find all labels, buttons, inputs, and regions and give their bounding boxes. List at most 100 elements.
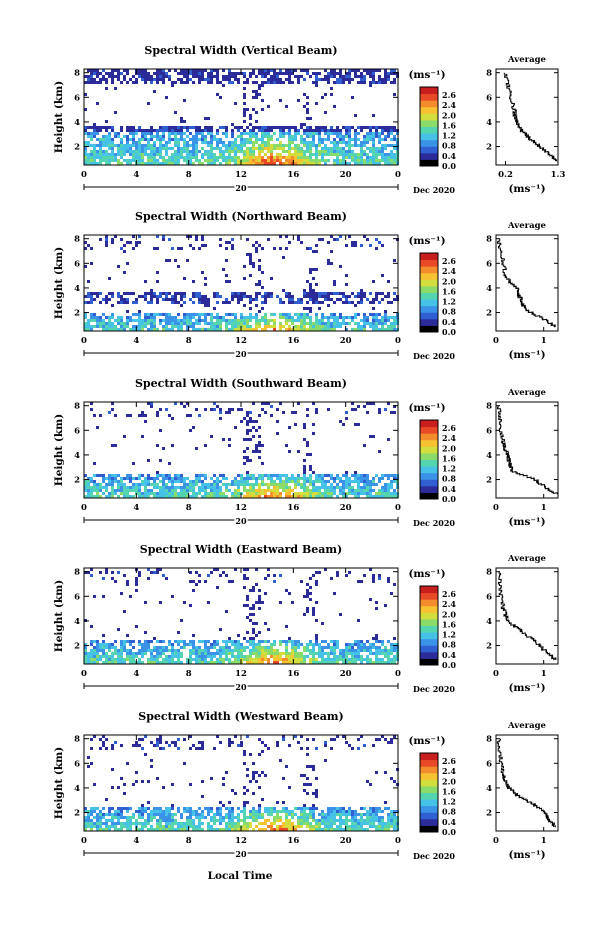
heatmap-cell bbox=[324, 741, 327, 744]
heatmap-cell bbox=[330, 477, 333, 480]
heatmap-cell bbox=[162, 126, 165, 129]
heatmap-cell bbox=[378, 322, 381, 325]
heatmap-cell bbox=[207, 162, 210, 165]
heatmap-cell bbox=[306, 117, 309, 120]
heatmap-cell bbox=[105, 477, 108, 480]
heatmap-cell bbox=[222, 268, 225, 271]
heatmap-cell bbox=[288, 78, 291, 81]
heatmap-cell bbox=[144, 298, 147, 301]
heatmap-cell bbox=[372, 126, 375, 129]
heatmap-cell bbox=[309, 316, 312, 319]
heatmap-cell bbox=[177, 658, 180, 661]
heatmap-cell bbox=[261, 483, 264, 486]
heatmap-cell bbox=[246, 631, 249, 634]
heatmap-cell bbox=[171, 316, 174, 319]
heatmap-cell bbox=[249, 75, 252, 78]
heatmap-cell bbox=[189, 747, 192, 750]
heatmap-cell bbox=[132, 655, 135, 658]
heatmap-cell bbox=[306, 156, 309, 159]
heatmap-cell bbox=[147, 658, 150, 661]
heatmap-cell bbox=[312, 652, 315, 655]
heatmap-cell bbox=[84, 159, 87, 162]
heatmap-cell bbox=[285, 480, 288, 483]
heatmap-cell bbox=[306, 643, 309, 646]
heatmap-cell bbox=[372, 280, 375, 283]
heatmap-cell bbox=[141, 150, 144, 153]
heatmap-cell bbox=[183, 477, 186, 480]
heatmap-cell bbox=[324, 640, 327, 643]
heatmap-cell bbox=[339, 613, 342, 616]
heatmap-cell bbox=[267, 474, 270, 477]
heatmap-cell bbox=[246, 489, 249, 492]
y-tick-label: 4 bbox=[74, 617, 80, 627]
heatmap-cell bbox=[162, 78, 165, 81]
heatmap-cell bbox=[339, 147, 342, 150]
heatmap-cell bbox=[345, 144, 348, 147]
heatmap-cell bbox=[312, 402, 315, 405]
heatmap-cell bbox=[165, 72, 168, 75]
heatmap-cell bbox=[186, 150, 189, 153]
heatmap-cell bbox=[201, 744, 204, 747]
heatmap-cell bbox=[357, 301, 360, 304]
heatmap-cell bbox=[156, 69, 159, 72]
heatmap-cell bbox=[306, 753, 309, 756]
heatmap-cell bbox=[261, 646, 264, 649]
heatmap-cell bbox=[243, 462, 246, 465]
heatmap-cell bbox=[132, 325, 135, 328]
heatmap-cell bbox=[315, 822, 318, 825]
heatmap-cell bbox=[189, 658, 192, 661]
heatmap-cell bbox=[261, 99, 264, 102]
heatmap-cell bbox=[159, 72, 162, 75]
heatmap-cell bbox=[243, 438, 246, 441]
heatmap-cell bbox=[369, 658, 372, 661]
heatmap-cell bbox=[291, 411, 294, 414]
heatmap-cell bbox=[171, 595, 174, 598]
heatmap-cell bbox=[303, 495, 306, 498]
heatmap-cell bbox=[309, 307, 312, 310]
heatmap-cell bbox=[90, 568, 93, 571]
heatmap-cell bbox=[303, 477, 306, 480]
heatmap-cell bbox=[117, 322, 120, 325]
average-y-tick-label: 6 bbox=[486, 259, 492, 269]
heatmap-cell bbox=[123, 301, 126, 304]
heatmap-cell bbox=[246, 825, 249, 828]
heatmap-cell bbox=[117, 159, 120, 162]
heatmap-cell bbox=[333, 813, 336, 816]
heatmap-cell bbox=[312, 819, 315, 822]
heatmap-cell bbox=[330, 75, 333, 78]
heatmap-cell bbox=[345, 574, 348, 577]
heatmap-cell bbox=[327, 486, 330, 489]
heatmap-cell bbox=[339, 292, 342, 295]
heatmap-cell bbox=[222, 156, 225, 159]
heatmap-cell bbox=[231, 81, 234, 84]
heatmap-cell bbox=[216, 72, 219, 75]
heatmap-cell bbox=[255, 583, 258, 586]
heatmap-cell bbox=[276, 153, 279, 156]
heatmap-cell bbox=[375, 637, 378, 640]
heatmap-cell bbox=[321, 328, 324, 331]
heatmap-cell bbox=[375, 153, 378, 156]
heatmap-cell bbox=[129, 495, 132, 498]
heatmap-cell bbox=[276, 138, 279, 141]
y-tick-label: 6 bbox=[74, 259, 80, 269]
heatmap-cell bbox=[324, 646, 327, 649]
heatmap-cell bbox=[330, 235, 333, 238]
heatmap-cell bbox=[273, 162, 276, 165]
heatmap-cell bbox=[309, 298, 312, 301]
heatmap-cell bbox=[324, 150, 327, 153]
heatmap-cell bbox=[318, 489, 321, 492]
heatmap-cell bbox=[252, 450, 255, 453]
heatmap-cell bbox=[261, 798, 264, 801]
heatmap-cell bbox=[300, 486, 303, 489]
heatmap-cell bbox=[153, 492, 156, 495]
heatmap-cell bbox=[258, 153, 261, 156]
heatmap-cell bbox=[87, 301, 90, 304]
heatmap-cell bbox=[348, 649, 351, 652]
heatmap-cell bbox=[168, 819, 171, 822]
heatmap-cell bbox=[339, 316, 342, 319]
heatmap-cell bbox=[249, 159, 252, 162]
heatmap-cell bbox=[84, 75, 87, 78]
heatmap-cell bbox=[219, 819, 222, 822]
heatmap-cell bbox=[192, 292, 195, 295]
heatmap-cell bbox=[261, 328, 264, 331]
